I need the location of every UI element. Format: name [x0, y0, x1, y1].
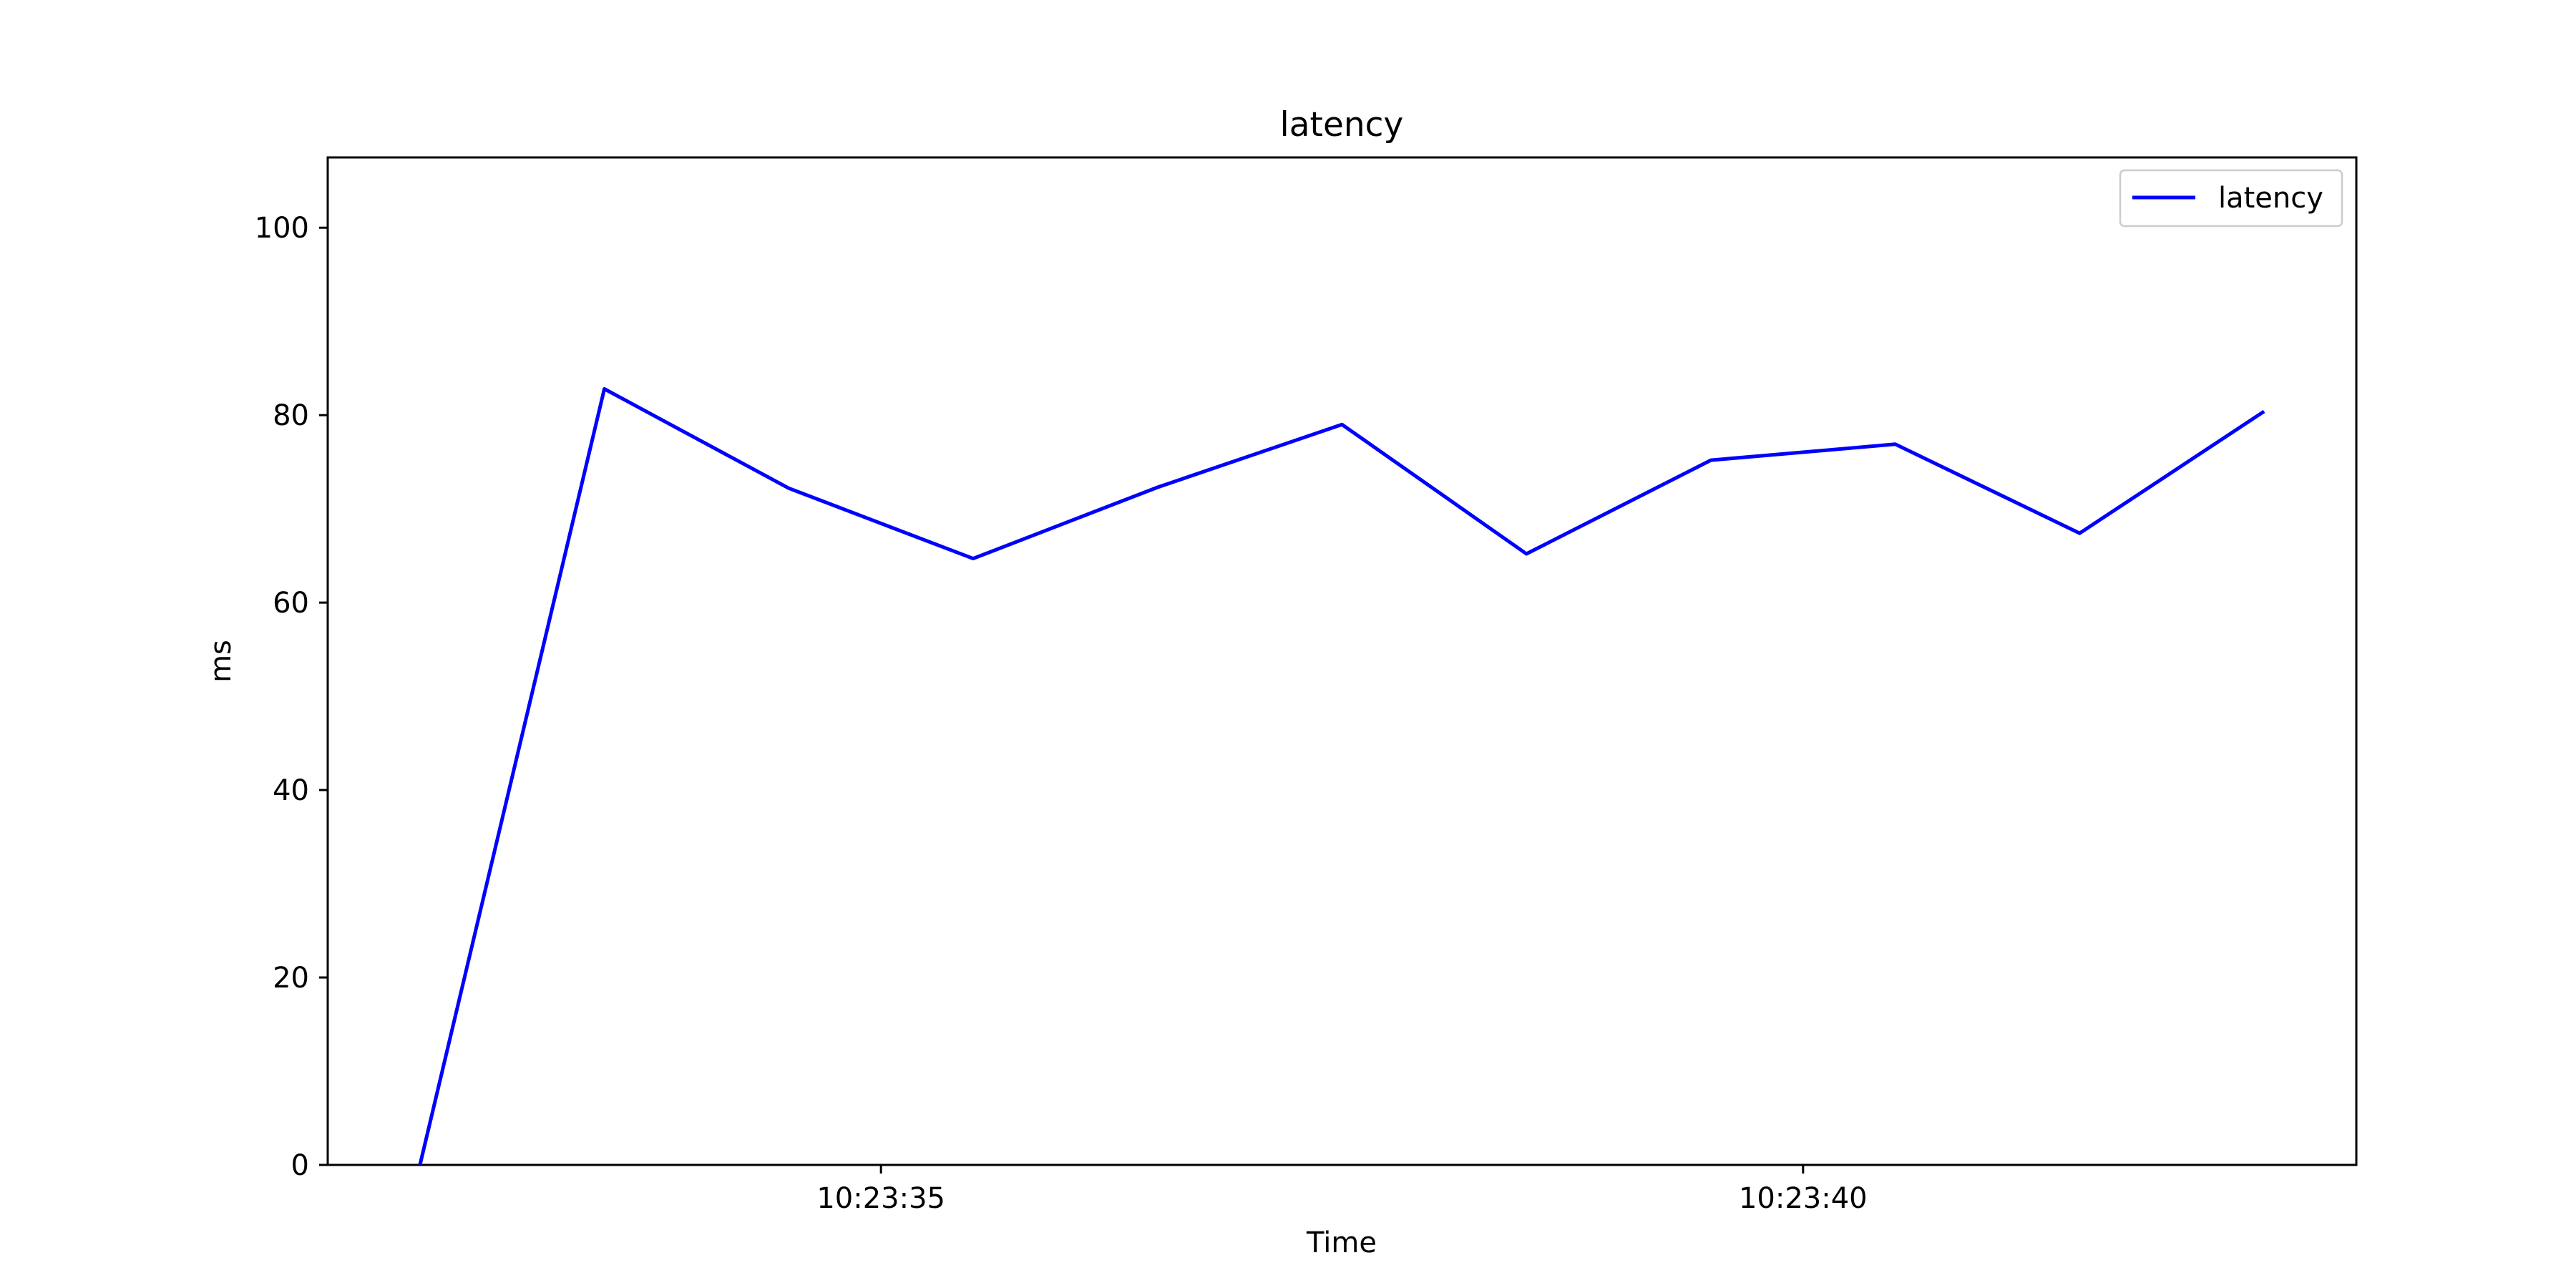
- series-line-latency: [418, 387, 2265, 1166]
- x-axis-label: Time: [1306, 1226, 1377, 1259]
- chart-title: latency: [1280, 105, 1404, 145]
- y-axis-label: ms: [205, 640, 238, 683]
- x-tick-label: 10:23:40: [1739, 1182, 1868, 1215]
- y-tick-label: 20: [273, 962, 309, 995]
- y-tick-label: 40: [273, 774, 309, 807]
- plot-area: [326, 156, 2358, 1166]
- legend-label: latency: [2218, 182, 2323, 215]
- x-axis: 10:23:35 10:23:40: [816, 1165, 1868, 1215]
- y-tick-label: 100: [255, 212, 309, 245]
- y-tick-label: 80: [273, 399, 309, 432]
- legend-box: [2119, 169, 2343, 228]
- y-tick-label: 60: [273, 587, 309, 620]
- y-axis: 0 20 40 60 80 100: [255, 212, 328, 1182]
- y-tick-label: 0: [291, 1149, 309, 1182]
- x-tick-label: 10:23:35: [816, 1182, 945, 1215]
- legend: latency: [2119, 169, 2343, 228]
- series-layer: [418, 387, 2265, 1166]
